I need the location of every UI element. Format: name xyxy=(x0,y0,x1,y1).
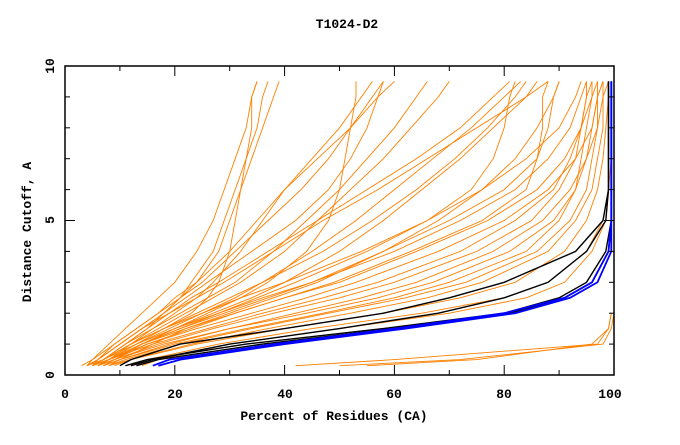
orange-series-line xyxy=(339,313,615,367)
orange-series-line xyxy=(97,81,604,367)
orange-series-line xyxy=(108,81,604,367)
orange-series-line xyxy=(92,81,587,367)
series-lines xyxy=(81,81,615,367)
orange-series-line xyxy=(97,81,587,367)
x-tick-label: 40 xyxy=(277,387,293,402)
orange-series-line xyxy=(103,81,593,367)
orange-series-line xyxy=(108,81,560,367)
orange-series-line xyxy=(97,81,593,367)
x-tick-label: 20 xyxy=(167,387,183,402)
orange-series-line xyxy=(97,81,373,367)
orange-series-line xyxy=(92,81,450,367)
orange-series-line xyxy=(81,81,384,367)
orange-series-line xyxy=(92,81,428,367)
orange-series-line xyxy=(108,81,609,367)
orange-series-line xyxy=(86,81,395,367)
orange-series-line xyxy=(114,81,609,367)
x-axis-label: Percent of Residues (CA) xyxy=(240,409,427,424)
y-tick-label: 10 xyxy=(43,58,58,74)
orange-series-line xyxy=(86,81,280,367)
y-axis-label: Distance Cutoff, A xyxy=(20,162,35,303)
orange-series-line xyxy=(92,81,258,367)
orange-series-line xyxy=(97,81,527,367)
y-tick-label: 5 xyxy=(43,216,58,224)
x-tick-label: 80 xyxy=(496,387,512,402)
orange-series-line xyxy=(86,81,549,367)
orange-series-line xyxy=(86,81,258,367)
orange-series-line xyxy=(97,81,516,367)
chart-title: T1024-D2 xyxy=(316,17,379,32)
axis-ticks xyxy=(64,65,615,376)
x-tick-label: 100 xyxy=(598,387,622,402)
black-series-line xyxy=(130,81,610,367)
orange-series-line xyxy=(92,81,511,367)
x-tick-label: 60 xyxy=(386,387,402,402)
x-tick-label: 0 xyxy=(61,387,69,402)
y-tick-label: 0 xyxy=(43,371,58,379)
orange-series-line xyxy=(103,81,604,367)
orange-series-line xyxy=(103,81,549,367)
orange-series-line xyxy=(92,81,384,366)
blue-series-line xyxy=(158,81,613,367)
orange-series-line xyxy=(366,313,612,367)
